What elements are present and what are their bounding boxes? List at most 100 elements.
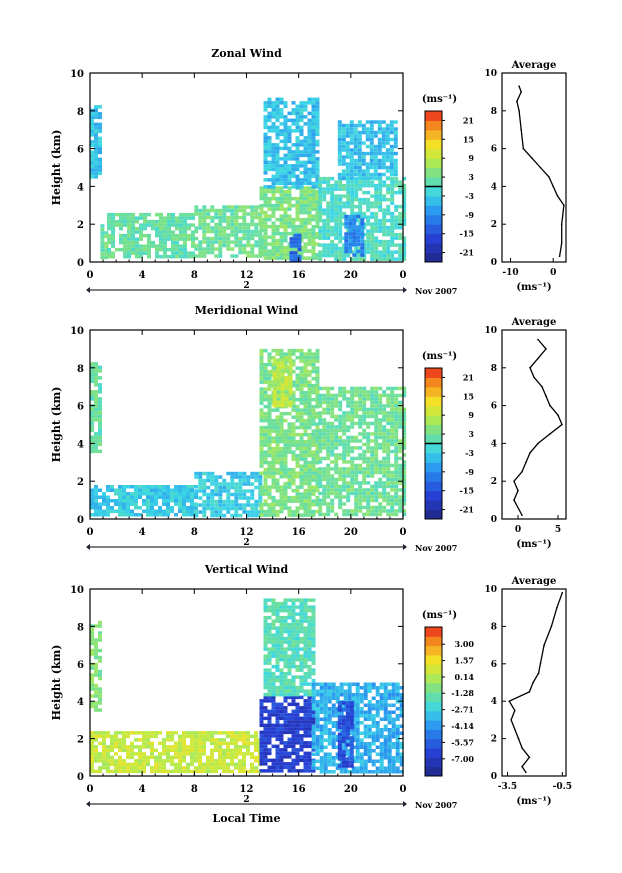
heatmap-cell	[271, 446, 276, 451]
heatmap-cell	[166, 738, 170, 742]
heatmap-cell	[369, 155, 374, 159]
heatmap-cell	[263, 695, 268, 700]
heatmap-cell	[338, 414, 343, 419]
heatmap-cell	[259, 502, 264, 507]
heatmap-cell	[210, 236, 215, 241]
heatmap-cell	[234, 741, 238, 746]
heatmap-cell	[271, 153, 276, 158]
heatmap-cell	[100, 252, 105, 256]
heatmap-cell	[263, 136, 268, 140]
heatmap-cell	[330, 187, 335, 191]
heatmap-cell	[246, 222, 251, 227]
heatmap-cell	[390, 477, 395, 482]
heatmap-cell	[374, 215, 379, 219]
heatmap-cell	[382, 463, 387, 468]
heatmap-cell	[263, 132, 268, 137]
heatmap-cell	[186, 499, 190, 503]
heatmap-cell	[275, 709, 280, 714]
heatmap-cell	[366, 397, 371, 401]
heatmap-cell	[390, 505, 395, 510]
heatmap-cell	[283, 605, 288, 609]
heatmap-cell	[279, 425, 284, 430]
heatmap-cell	[291, 401, 296, 405]
heatmap-cell	[119, 219, 123, 224]
heatmap-cell	[319, 717, 324, 721]
heatmap-cell	[342, 386, 347, 391]
heatmap-cell	[271, 157, 276, 161]
heatmap-cell	[370, 463, 375, 468]
heatmap-cell	[362, 449, 367, 454]
heatmap-cell	[222, 236, 227, 241]
heatmap-cell	[275, 439, 280, 444]
heatmap-cell	[291, 224, 296, 229]
heatmap-cell	[348, 225, 353, 229]
heatmap-cell	[234, 475, 239, 479]
heatmap-cell	[102, 513, 106, 517]
heatmap-cell	[283, 678, 288, 683]
heatmap-cell	[330, 467, 335, 471]
heatmap-cell	[230, 475, 235, 479]
heatmap-cell	[382, 446, 387, 450]
heatmap-cell	[114, 731, 118, 735]
heatmap-cell	[94, 683, 98, 688]
heatmap-cell	[119, 240, 123, 245]
heatmap-cell	[326, 509, 331, 513]
heatmap-cell	[311, 742, 316, 746]
heatmap-cell	[402, 407, 407, 412]
heatmap-cell	[206, 759, 210, 763]
heatmap-cell	[386, 491, 391, 496]
heatmap-cell	[295, 464, 300, 468]
heatmap-cell	[295, 376, 300, 381]
heatmap-cell	[279, 702, 284, 707]
heatmap-cell	[318, 208, 323, 212]
heatmap-cell	[370, 250, 375, 254]
heatmap-cell	[291, 640, 296, 644]
heatmap-cell	[323, 728, 328, 732]
heatmap-cell	[303, 453, 308, 458]
heatmap-cell	[218, 247, 223, 251]
heatmap-cell	[267, 640, 272, 644]
heatmap-cell	[287, 167, 292, 172]
heatmap-cell	[267, 355, 272, 360]
heatmap-cell	[238, 752, 242, 756]
heatmap-cell	[198, 766, 202, 770]
heatmap-cell	[374, 253, 379, 258]
heatmap-cell	[295, 650, 300, 655]
heatmap-cell	[275, 727, 280, 731]
heatmap-cell	[386, 211, 391, 216]
heatmap-cell	[166, 485, 170, 489]
average-profile-point	[561, 423, 563, 426]
heatmap-cell	[94, 488, 98, 492]
heatmap-cell	[190, 509, 194, 513]
heatmap-cell	[350, 477, 355, 482]
heatmap-cell	[318, 225, 323, 230]
heatmap-cell	[94, 495, 98, 499]
heatmap-cell	[322, 456, 327, 461]
heatmap-cell	[194, 731, 198, 735]
heatmap-cell	[263, 467, 268, 472]
heatmap-cell	[263, 203, 268, 208]
heatmap-cell	[202, 236, 207, 241]
heatmap-cell	[299, 125, 304, 130]
heatmap-cell	[258, 215, 263, 220]
heatmap-cell	[402, 495, 407, 499]
heatmap-cell	[295, 217, 300, 222]
heatmap-cell	[267, 654, 272, 658]
heatmap-cell	[198, 762, 202, 767]
heatmap-cell	[354, 435, 359, 440]
heatmap-cell	[326, 187, 331, 191]
heatmap-cell	[259, 509, 264, 514]
heatmap-cell	[134, 752, 138, 756]
heatmap-cell	[362, 183, 367, 188]
heatmap-cell	[311, 408, 316, 412]
heatmap-cell	[370, 215, 375, 219]
heatmap-cell	[299, 164, 304, 168]
heatmap-cell	[122, 509, 126, 513]
heatmap-cell	[90, 748, 94, 753]
heatmap-cell	[307, 418, 312, 423]
heatmap-cell	[303, 235, 308, 239]
heatmap-cell	[366, 390, 371, 394]
heatmap-cell	[146, 513, 150, 517]
heatmap-cell	[354, 250, 359, 254]
heatmap-cell	[362, 442, 367, 447]
